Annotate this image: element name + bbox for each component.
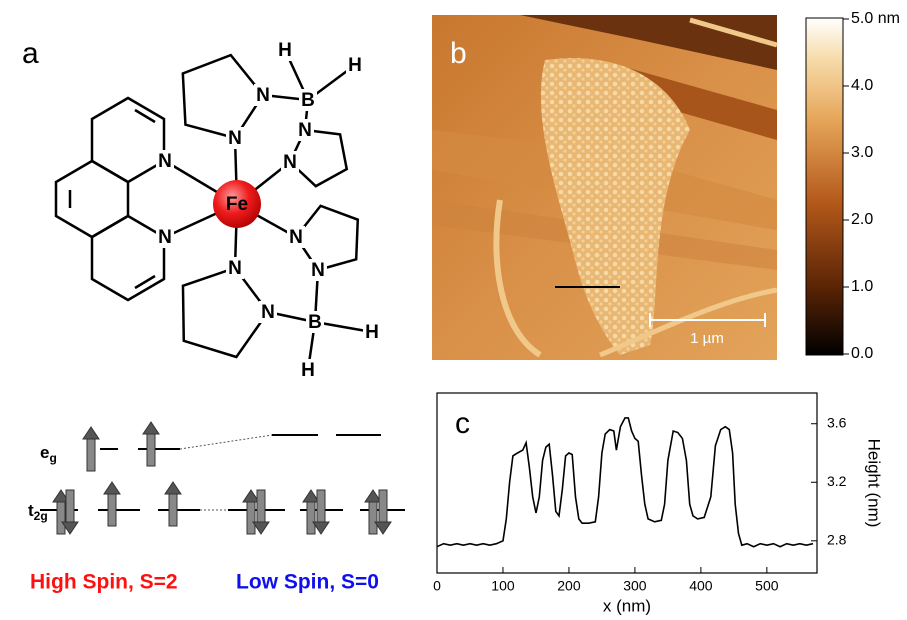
- arrow-head: [104, 482, 120, 494]
- high-spin-label: High Spin, S=2: [30, 571, 178, 594]
- scale-bar-label: 1 µm: [690, 330, 724, 347]
- spin-arrow: [83, 427, 99, 471]
- arrow-head: [165, 482, 181, 494]
- x-tick-label: 100: [491, 578, 515, 594]
- ring: [92, 216, 164, 300]
- colorbar-tick-label: 1.0: [851, 278, 873, 295]
- ring: [92, 98, 164, 182]
- atom-label: N: [261, 302, 275, 323]
- arrow-shaft: [369, 502, 377, 534]
- arrow-shaft: [379, 490, 387, 522]
- colorbar-tick-label: 2.0: [851, 211, 873, 228]
- t2g-label: t2g: [28, 501, 48, 523]
- arrow-shaft: [307, 502, 315, 534]
- ring: [183, 268, 268, 357]
- colorbar-tick-label: 0.0: [851, 345, 873, 362]
- energy-diagram: [40, 422, 405, 534]
- atom-label: H: [348, 55, 362, 76]
- atom-label: N: [158, 151, 172, 172]
- spin-arrow: [143, 422, 159, 466]
- y-tick-label: 3.2: [827, 473, 847, 489]
- arrow-head: [143, 422, 159, 434]
- atom-label: N: [228, 128, 242, 149]
- atom-label: N: [158, 227, 172, 248]
- colorbar-tick-label: 3.0: [851, 144, 873, 161]
- arrow-shaft: [57, 502, 65, 534]
- x-tick-label: 500: [755, 578, 779, 594]
- arrow-shaft: [66, 490, 74, 522]
- atom-label: H: [365, 322, 379, 343]
- arrow-shaft: [257, 490, 265, 522]
- x-tick-label: 300: [623, 578, 647, 594]
- arrow-head: [83, 427, 99, 439]
- y-tick-label: 3.6: [827, 414, 847, 430]
- connector: [180, 435, 272, 449]
- atom-label: H: [301, 360, 315, 381]
- ring: [56, 161, 128, 237]
- atom-label: B: [308, 312, 322, 333]
- spin-arrow: [165, 482, 181, 526]
- ring: [183, 55, 263, 138]
- x-axis-label: x (nm): [603, 596, 651, 615]
- x-tick-label: 200: [557, 578, 581, 594]
- atom-label: N: [228, 258, 242, 279]
- arrow-shaft: [108, 494, 116, 526]
- series-line: [437, 418, 813, 547]
- panel-label: c: [455, 407, 470, 440]
- low-spin-label: Low Spin, S=0: [236, 571, 379, 594]
- colorbar-tick-label: 4.0: [851, 77, 873, 94]
- arrow-shaft: [147, 434, 155, 466]
- atom-label: N: [283, 152, 297, 173]
- y-tick-label: 2.8: [827, 532, 847, 548]
- eg-label: eg: [40, 443, 57, 465]
- arrow-shaft: [317, 490, 325, 522]
- panel-label: b: [450, 37, 467, 70]
- colorbar-tick-label: 5.0 nm: [851, 10, 900, 27]
- atom-label: N: [289, 227, 303, 248]
- afm-image: [432, 15, 777, 360]
- plot-frame: [437, 393, 817, 573]
- atom-label: B: [301, 90, 315, 111]
- atom-label: N: [256, 85, 270, 106]
- colorbar-ticks: 0.0 1.0 2.0 3.0 4.0 5.0 nm: [843, 10, 900, 362]
- atom-label: N: [298, 120, 312, 141]
- arrow-shaft: [247, 502, 255, 534]
- x-tick-label: 400: [689, 578, 713, 594]
- panel-label: a: [22, 37, 39, 70]
- y-axis-label: Height (nm): [865, 439, 884, 528]
- line-chart: 0 100 200 300 400 500 2.8 3.2 3.6 x (nm) Height (n…: [433, 393, 883, 615]
- arrow-shaft: [169, 494, 177, 526]
- atom-label: H: [278, 40, 292, 61]
- x-tick-label: 0: [433, 578, 441, 594]
- figure: FeNNNNBHHNNNNBHHNN a eg t2g High Spin, S…: [0, 0, 907, 620]
- spin-arrow: [104, 482, 120, 526]
- colorbar: [806, 18, 843, 355]
- atom-label: N: [311, 260, 325, 281]
- arrow-shaft: [87, 439, 95, 471]
- atom-label: Fe: [226, 194, 248, 215]
